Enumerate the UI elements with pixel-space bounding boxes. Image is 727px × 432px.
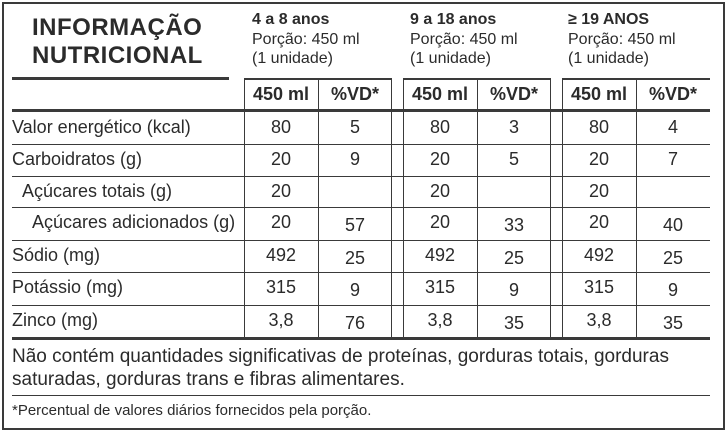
table-bottom-rule: [12, 337, 710, 340]
row-label-energy: Valor energético (kcal): [12, 117, 191, 137]
col-head-portion-4-8: 450 ml: [252, 84, 310, 104]
row-label-total-sugars: Açúcares totais (g): [22, 181, 173, 201]
footnote-daily-values: *Percentual de valores diários fornecido…: [12, 402, 372, 419]
cell-value: 80: [270, 117, 292, 137]
row-divider: [12, 144, 710, 145]
cell-value: 25: [662, 248, 684, 268]
column-divider: [403, 80, 404, 338]
cell-value: 492: [583, 245, 615, 265]
column-divider: [550, 80, 551, 338]
row-divider: [12, 240, 710, 241]
cell-value: 76: [344, 313, 366, 333]
group-title-19-plus: ≥ 19 ANOS: [568, 11, 650, 28]
cell-value: 492: [265, 245, 297, 265]
group-unit-9-18: (1 unidade): [410, 50, 491, 67]
cell-value: 25: [503, 248, 525, 268]
header-rule: [12, 109, 710, 112]
group-underline-19-plus: [562, 78, 710, 80]
column-divider: [636, 80, 637, 338]
cell-value: 57: [344, 215, 366, 235]
row-label-carbohydrates: Carboidratos (g): [12, 149, 143, 169]
col-head-portion-19-plus: 450 ml: [570, 84, 628, 104]
column-divider: [244, 80, 245, 338]
column-divider: [562, 80, 563, 338]
group-title-9-18: 9 a 18 anos: [410, 11, 497, 28]
row-label-potassium: Potássio (mg): [12, 277, 124, 297]
cell-value: 492: [424, 245, 456, 265]
row-label-zinc: Zinco (mg): [12, 310, 99, 330]
col-head-vd-9-18: %VD*: [489, 84, 538, 104]
group-underline-9-18: [403, 78, 551, 80]
row-divider: [12, 176, 710, 177]
cell-value: 80: [429, 117, 451, 137]
group-unit-4-8: (1 unidade): [252, 50, 333, 67]
cell-value: 5: [508, 149, 519, 169]
row-label-added-sugars: Açúcares adicionados (g): [32, 212, 236, 232]
cell-value: 4: [667, 117, 678, 137]
row-label-sodium: Sódio (mg): [12, 245, 101, 265]
title-line-1: INFORMAÇÃO: [32, 14, 203, 41]
col-head-vd-4-8: %VD*: [330, 84, 379, 104]
cell-value: 20: [588, 212, 610, 232]
row-divider: [12, 305, 710, 306]
cell-value: 20: [588, 149, 610, 169]
cell-value: 20: [588, 181, 610, 201]
footnote-divider: [12, 395, 710, 396]
cell-value: 9: [508, 280, 519, 300]
column-divider: [391, 80, 392, 338]
cell-value: 3,8: [586, 310, 612, 330]
cell-value: 20: [429, 212, 451, 232]
group-title-4-8: 4 a 8 anos: [252, 11, 330, 28]
cell-value: 20: [270, 181, 292, 201]
group-portion-19-plus: Porção: 450 ml: [568, 31, 676, 48]
row-divider: [12, 207, 710, 208]
cell-value: 9: [667, 280, 678, 300]
cell-value: 40: [662, 215, 684, 235]
cell-value: 9: [349, 280, 360, 300]
title-line-2: NUTRICIONAL: [32, 42, 203, 69]
col-head-vd-19-plus: %VD*: [648, 84, 697, 104]
cell-value: 3,8: [427, 310, 453, 330]
row-divider: [12, 272, 710, 273]
cell-value: 3,8: [268, 310, 294, 330]
cell-value: 9: [349, 149, 360, 169]
group-portion-4-8: Porção: 450 ml: [252, 31, 360, 48]
group-unit-19-plus: (1 unidade): [568, 50, 649, 67]
cell-value: 20: [270, 149, 292, 169]
cell-value: 80: [588, 117, 610, 137]
cell-value: 3: [508, 117, 519, 137]
group-underline-4-8: [244, 78, 392, 80]
cell-value: 20: [429, 149, 451, 169]
col-head-portion-9-18: 450 ml: [411, 84, 469, 104]
column-divider: [318, 80, 319, 338]
cell-value: 20: [270, 212, 292, 232]
cell-value: 315: [265, 277, 297, 297]
cell-value: 7: [667, 149, 678, 169]
column-divider: [477, 80, 478, 338]
cell-value: 315: [424, 277, 456, 297]
cell-value: 315: [583, 277, 615, 297]
footnote-not-significant: Não contém quantidades significativas de…: [12, 346, 669, 390]
cell-value: 35: [503, 313, 525, 333]
cell-value: 20: [429, 181, 451, 201]
group-portion-9-18: Porção: 450 ml: [410, 31, 518, 48]
cell-value: 33: [503, 215, 525, 235]
cell-value: 25: [344, 248, 366, 268]
cell-value: 5: [349, 117, 360, 137]
title-underline: [12, 77, 229, 80]
cell-value: 35: [662, 313, 684, 333]
